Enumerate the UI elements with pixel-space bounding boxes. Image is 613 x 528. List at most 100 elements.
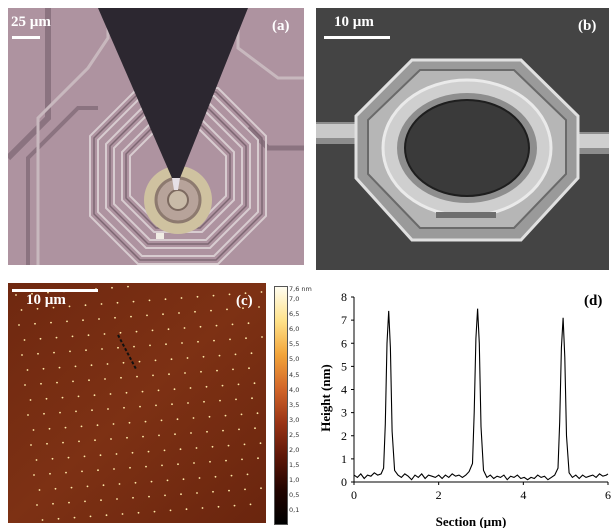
- afm-dot: [222, 429, 224, 432]
- afm-dot: [128, 421, 131, 424]
- afm-dot: [99, 454, 102, 457]
- afm-dot: [247, 322, 250, 325]
- afm-dot: [213, 339, 215, 342]
- afm-dot: [98, 318, 100, 320]
- x-tick-label: 0: [351, 488, 357, 502]
- afm-dot: [150, 480, 153, 483]
- afm-dot: [68, 501, 70, 504]
- afm-dot: [168, 373, 170, 376]
- colorbar-tick-label: 0,5: [289, 491, 300, 500]
- afm-dot: [238, 428, 240, 431]
- afm-dot: [260, 487, 262, 490]
- afm-dot: [217, 505, 220, 508]
- afm-dot: [82, 319, 84, 322]
- afm-dot: [214, 475, 217, 478]
- afm-dot: [144, 420, 147, 423]
- afm-dot: [235, 398, 237, 401]
- afm-dot: [90, 364, 93, 367]
- colorbar-tick-label: 6,5: [289, 310, 300, 319]
- colorbar-tick-label: 0,1: [289, 506, 300, 515]
- colorbar-tick-label: 4,0: [289, 385, 300, 394]
- afm-dot: [254, 427, 256, 430]
- afm-dot: [246, 473, 249, 476]
- afm-dot: [154, 359, 157, 362]
- afm-dot: [196, 492, 198, 494]
- afm-dot: [49, 472, 51, 475]
- afm-dot: [89, 515, 92, 518]
- y-tick-label: 5: [341, 359, 347, 373]
- afm-dot: [200, 370, 202, 373]
- afm-dot: [181, 342, 183, 344]
- y-tick-label: 6: [341, 336, 347, 350]
- afm-dot: [122, 361, 125, 364]
- afm-dot: [120, 376, 122, 379]
- x-axis-label: Section (µm): [436, 514, 507, 528]
- afm-dot: [192, 417, 195, 419]
- afm-dot: [180, 297, 183, 299]
- scale-label: 10 µm: [26, 292, 66, 308]
- afm-dot: [176, 418, 179, 421]
- afm-dot: [52, 306, 55, 309]
- afm-dot: [127, 285, 129, 288]
- afm-dot: [81, 470, 83, 473]
- afm-dot: [45, 397, 48, 400]
- afm-dot: [259, 442, 262, 445]
- afm-dot: [184, 372, 186, 374]
- y-tick-label: 8: [341, 290, 347, 304]
- afm-dot: [107, 408, 109, 410]
- afm-dot: [75, 410, 77, 413]
- afm-dot: [158, 434, 160, 437]
- afm-dot: [126, 436, 128, 439]
- afm-dot: [134, 481, 137, 484]
- afm-dot: [29, 399, 32, 401]
- panel-b-sem-image: 10 µm (b): [316, 8, 609, 270]
- afm-dot: [226, 308, 228, 311]
- afm-dot: [53, 351, 55, 354]
- scale-label: 25 µm: [11, 14, 51, 30]
- afm-dot: [48, 427, 51, 430]
- afm-dot: [142, 435, 144, 438]
- afm-dot: [34, 322, 36, 325]
- afm-dot: [221, 384, 224, 387]
- afm-dot: [229, 338, 231, 341]
- afm-dot: [38, 489, 41, 491]
- scale-bar: [324, 36, 390, 39]
- y-tick-label: 0: [341, 475, 347, 489]
- afm-dot: [100, 499, 102, 502]
- afm-dot: [104, 378, 106, 380]
- panel-label: (a): [272, 18, 290, 34]
- afm-dot: [139, 405, 141, 408]
- afm-dot: [162, 313, 164, 316]
- afm-dot: [68, 305, 71, 308]
- colorbar-tick-label: 1,0: [289, 476, 300, 485]
- afm-dot: [40, 382, 42, 385]
- afm-dot: [27, 414, 29, 416]
- afm-dot: [59, 411, 61, 414]
- afm-dot: [256, 412, 259, 415]
- panel-label: (b): [578, 18, 597, 34]
- colorbar-tick-label: 1,5: [289, 461, 300, 470]
- afm-dot: [101, 348, 103, 350]
- afm-dot: [46, 442, 48, 445]
- afm-dot: [30, 444, 32, 446]
- afm-dot: [212, 490, 214, 493]
- afm-dot: [202, 355, 205, 358]
- x-tick-label: 4: [520, 488, 526, 502]
- afm-dot: [51, 457, 54, 460]
- afm-dot: [100, 303, 103, 305]
- afm-dot: [165, 343, 167, 346]
- afm-dot: [161, 464, 163, 467]
- afm-dot: [26, 369, 29, 371]
- afm-dot: [225, 459, 227, 462]
- afm-dot: [123, 406, 125, 409]
- afm-dot: [210, 309, 212, 312]
- afm-dot: [237, 383, 240, 386]
- afm-dot: [227, 444, 230, 447]
- afm-dot: [69, 350, 71, 353]
- afm-dot: [88, 379, 90, 382]
- afm-dot: [177, 463, 179, 466]
- afm-dot: [248, 367, 250, 370]
- afm-dot: [199, 325, 202, 328]
- afm-dot: [195, 447, 198, 449]
- afm-dot: [163, 449, 166, 452]
